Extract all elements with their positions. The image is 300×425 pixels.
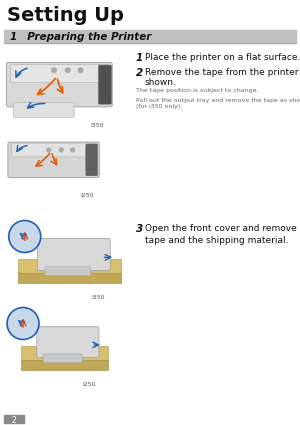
- FancyBboxPatch shape: [86, 144, 98, 176]
- FancyBboxPatch shape: [43, 354, 82, 363]
- Text: Open the front cover and remove the
tape and the shipping material.: Open the front cover and remove the tape…: [145, 224, 300, 245]
- Text: 2: 2: [12, 416, 16, 425]
- FancyBboxPatch shape: [21, 360, 108, 370]
- FancyBboxPatch shape: [38, 238, 110, 270]
- Text: Place the printer on a flat surface.: Place the printer on a flat surface.: [145, 53, 300, 62]
- Text: 1: 1: [10, 31, 17, 42]
- Text: Remove the tape from the printer as
shown.: Remove the tape from the printer as show…: [145, 68, 300, 88]
- Text: i250: i250: [82, 382, 96, 387]
- FancyBboxPatch shape: [12, 143, 95, 157]
- FancyBboxPatch shape: [45, 267, 91, 276]
- FancyBboxPatch shape: [21, 346, 108, 360]
- Text: 2: 2: [136, 68, 143, 78]
- Text: Preparing the Printer: Preparing the Printer: [20, 31, 152, 42]
- Circle shape: [7, 308, 39, 340]
- Circle shape: [52, 68, 56, 73]
- FancyBboxPatch shape: [99, 65, 111, 104]
- Circle shape: [65, 68, 70, 73]
- FancyBboxPatch shape: [8, 142, 99, 178]
- Circle shape: [47, 148, 51, 152]
- Bar: [4, 30, 296, 43]
- FancyBboxPatch shape: [18, 273, 122, 283]
- FancyBboxPatch shape: [37, 327, 99, 357]
- Text: The tape position is subject to change.: The tape position is subject to change.: [136, 88, 259, 93]
- Circle shape: [59, 148, 63, 152]
- Text: i350: i350: [92, 295, 105, 300]
- Text: i250: i250: [81, 193, 94, 198]
- Text: Setting Up: Setting Up: [7, 6, 124, 25]
- Bar: [4, 415, 24, 423]
- Circle shape: [78, 68, 83, 73]
- Text: i350: i350: [90, 123, 104, 128]
- Text: 3: 3: [136, 224, 143, 234]
- FancyBboxPatch shape: [18, 259, 122, 273]
- Text: Pull out the output tray and remove the tape as shown
(for i350 only).: Pull out the output tray and remove the …: [136, 98, 300, 109]
- Circle shape: [70, 148, 75, 152]
- FancyBboxPatch shape: [11, 65, 108, 83]
- Circle shape: [9, 221, 41, 252]
- FancyBboxPatch shape: [6, 62, 112, 107]
- Text: 1: 1: [136, 53, 143, 63]
- FancyBboxPatch shape: [14, 103, 74, 117]
